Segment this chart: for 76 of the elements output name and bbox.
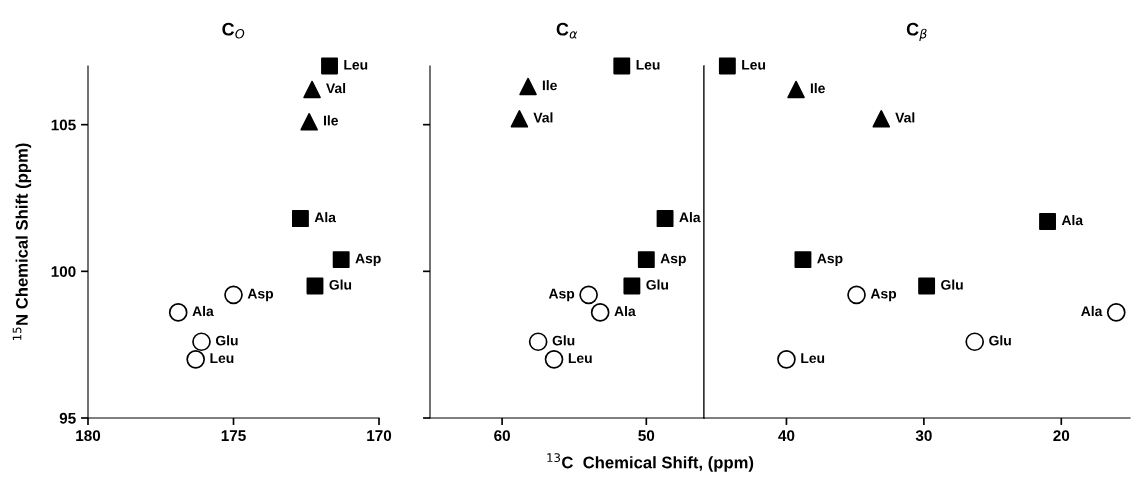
annotation: Asp: [870, 288, 897, 302]
annotation: Asp: [817, 253, 843, 267]
point: [168, 303, 188, 322]
annotation: Leu: [210, 353, 234, 364]
point: [186, 349, 206, 369]
point: [332, 251, 350, 269]
point: [1106, 303, 1126, 322]
x-tick-label: 20: [1053, 430, 1070, 442]
annotation: Glu: [941, 279, 963, 290]
point: [1039, 213, 1056, 230]
annotation: Asp: [548, 288, 575, 302]
y-tick-label: 105: [51, 119, 76, 131]
x-tick-label: 30: [915, 430, 932, 442]
annotation: Ile: [810, 82, 825, 94]
chart-title: C$_{O}$: [222, 22, 245, 39]
point: [579, 285, 598, 305]
annotation: Glu: [646, 279, 669, 290]
point: [590, 303, 610, 322]
point: [306, 277, 324, 295]
point: [637, 251, 655, 269]
x-tick-label: 175: [221, 430, 246, 442]
annotation: Glu: [552, 335, 575, 346]
annotation: Ile: [542, 80, 557, 91]
point: [718, 57, 736, 75]
annotation: Glu: [989, 335, 1011, 346]
point: [528, 332, 548, 352]
annotation: Leu: [568, 353, 592, 364]
point: [224, 285, 243, 305]
annotation: Val: [533, 112, 553, 123]
y-tick-label: 100: [51, 266, 76, 278]
annotation: Val: [326, 82, 346, 94]
annotation: Ala: [679, 212, 701, 223]
point: [291, 210, 309, 227]
y-tick-label: 95: [59, 412, 76, 424]
annotation: Val: [895, 112, 915, 123]
annotation: Ala: [192, 305, 214, 317]
annotation: Ala: [614, 305, 636, 317]
x-tick-label: 50: [638, 430, 655, 442]
point: [872, 110, 891, 128]
point: [321, 57, 338, 75]
annotation: Ala: [1061, 214, 1084, 226]
chart-title: C$_{β}$: [906, 22, 927, 41]
annotation: Asp: [355, 253, 381, 267]
point: [303, 80, 321, 99]
point: [847, 285, 866, 305]
annotation: Leu: [344, 60, 368, 70]
annotation: Ile: [323, 115, 339, 126]
x-tick-label: 60: [494, 430, 510, 442]
point: [510, 110, 529, 128]
point: [787, 80, 805, 99]
x-tick-label: 40: [778, 430, 795, 442]
point: [965, 332, 985, 352]
point: [918, 277, 936, 295]
annotation: Asp: [660, 253, 686, 267]
point: [613, 57, 631, 75]
point: [794, 251, 812, 269]
annotation: Leu: [801, 353, 825, 364]
x-tick-label: 170: [367, 430, 392, 442]
x-tick-label: 180: [76, 430, 101, 442]
annotation: Asp: [247, 288, 274, 302]
annotation: Glu: [329, 279, 352, 290]
point: [656, 210, 674, 227]
point: [623, 277, 641, 295]
annotation: Glu: [215, 335, 238, 346]
annotation: Leu: [636, 60, 660, 70]
point: [777, 349, 796, 369]
annotation: Ala: [314, 212, 337, 223]
annotation: Ala: [1081, 305, 1103, 317]
chart-title: C$_{α}$: [556, 22, 578, 39]
point: [544, 349, 564, 369]
y-axis-title: $^{15}$N Chemical Shift (ppm): [12, 143, 32, 340]
annotation: Leu: [742, 60, 766, 70]
point: [519, 77, 537, 96]
point: [300, 112, 318, 131]
x-axis-title: $^{13}$C Chemical Shift, (ppm): [547, 453, 754, 472]
point: [192, 332, 211, 352]
